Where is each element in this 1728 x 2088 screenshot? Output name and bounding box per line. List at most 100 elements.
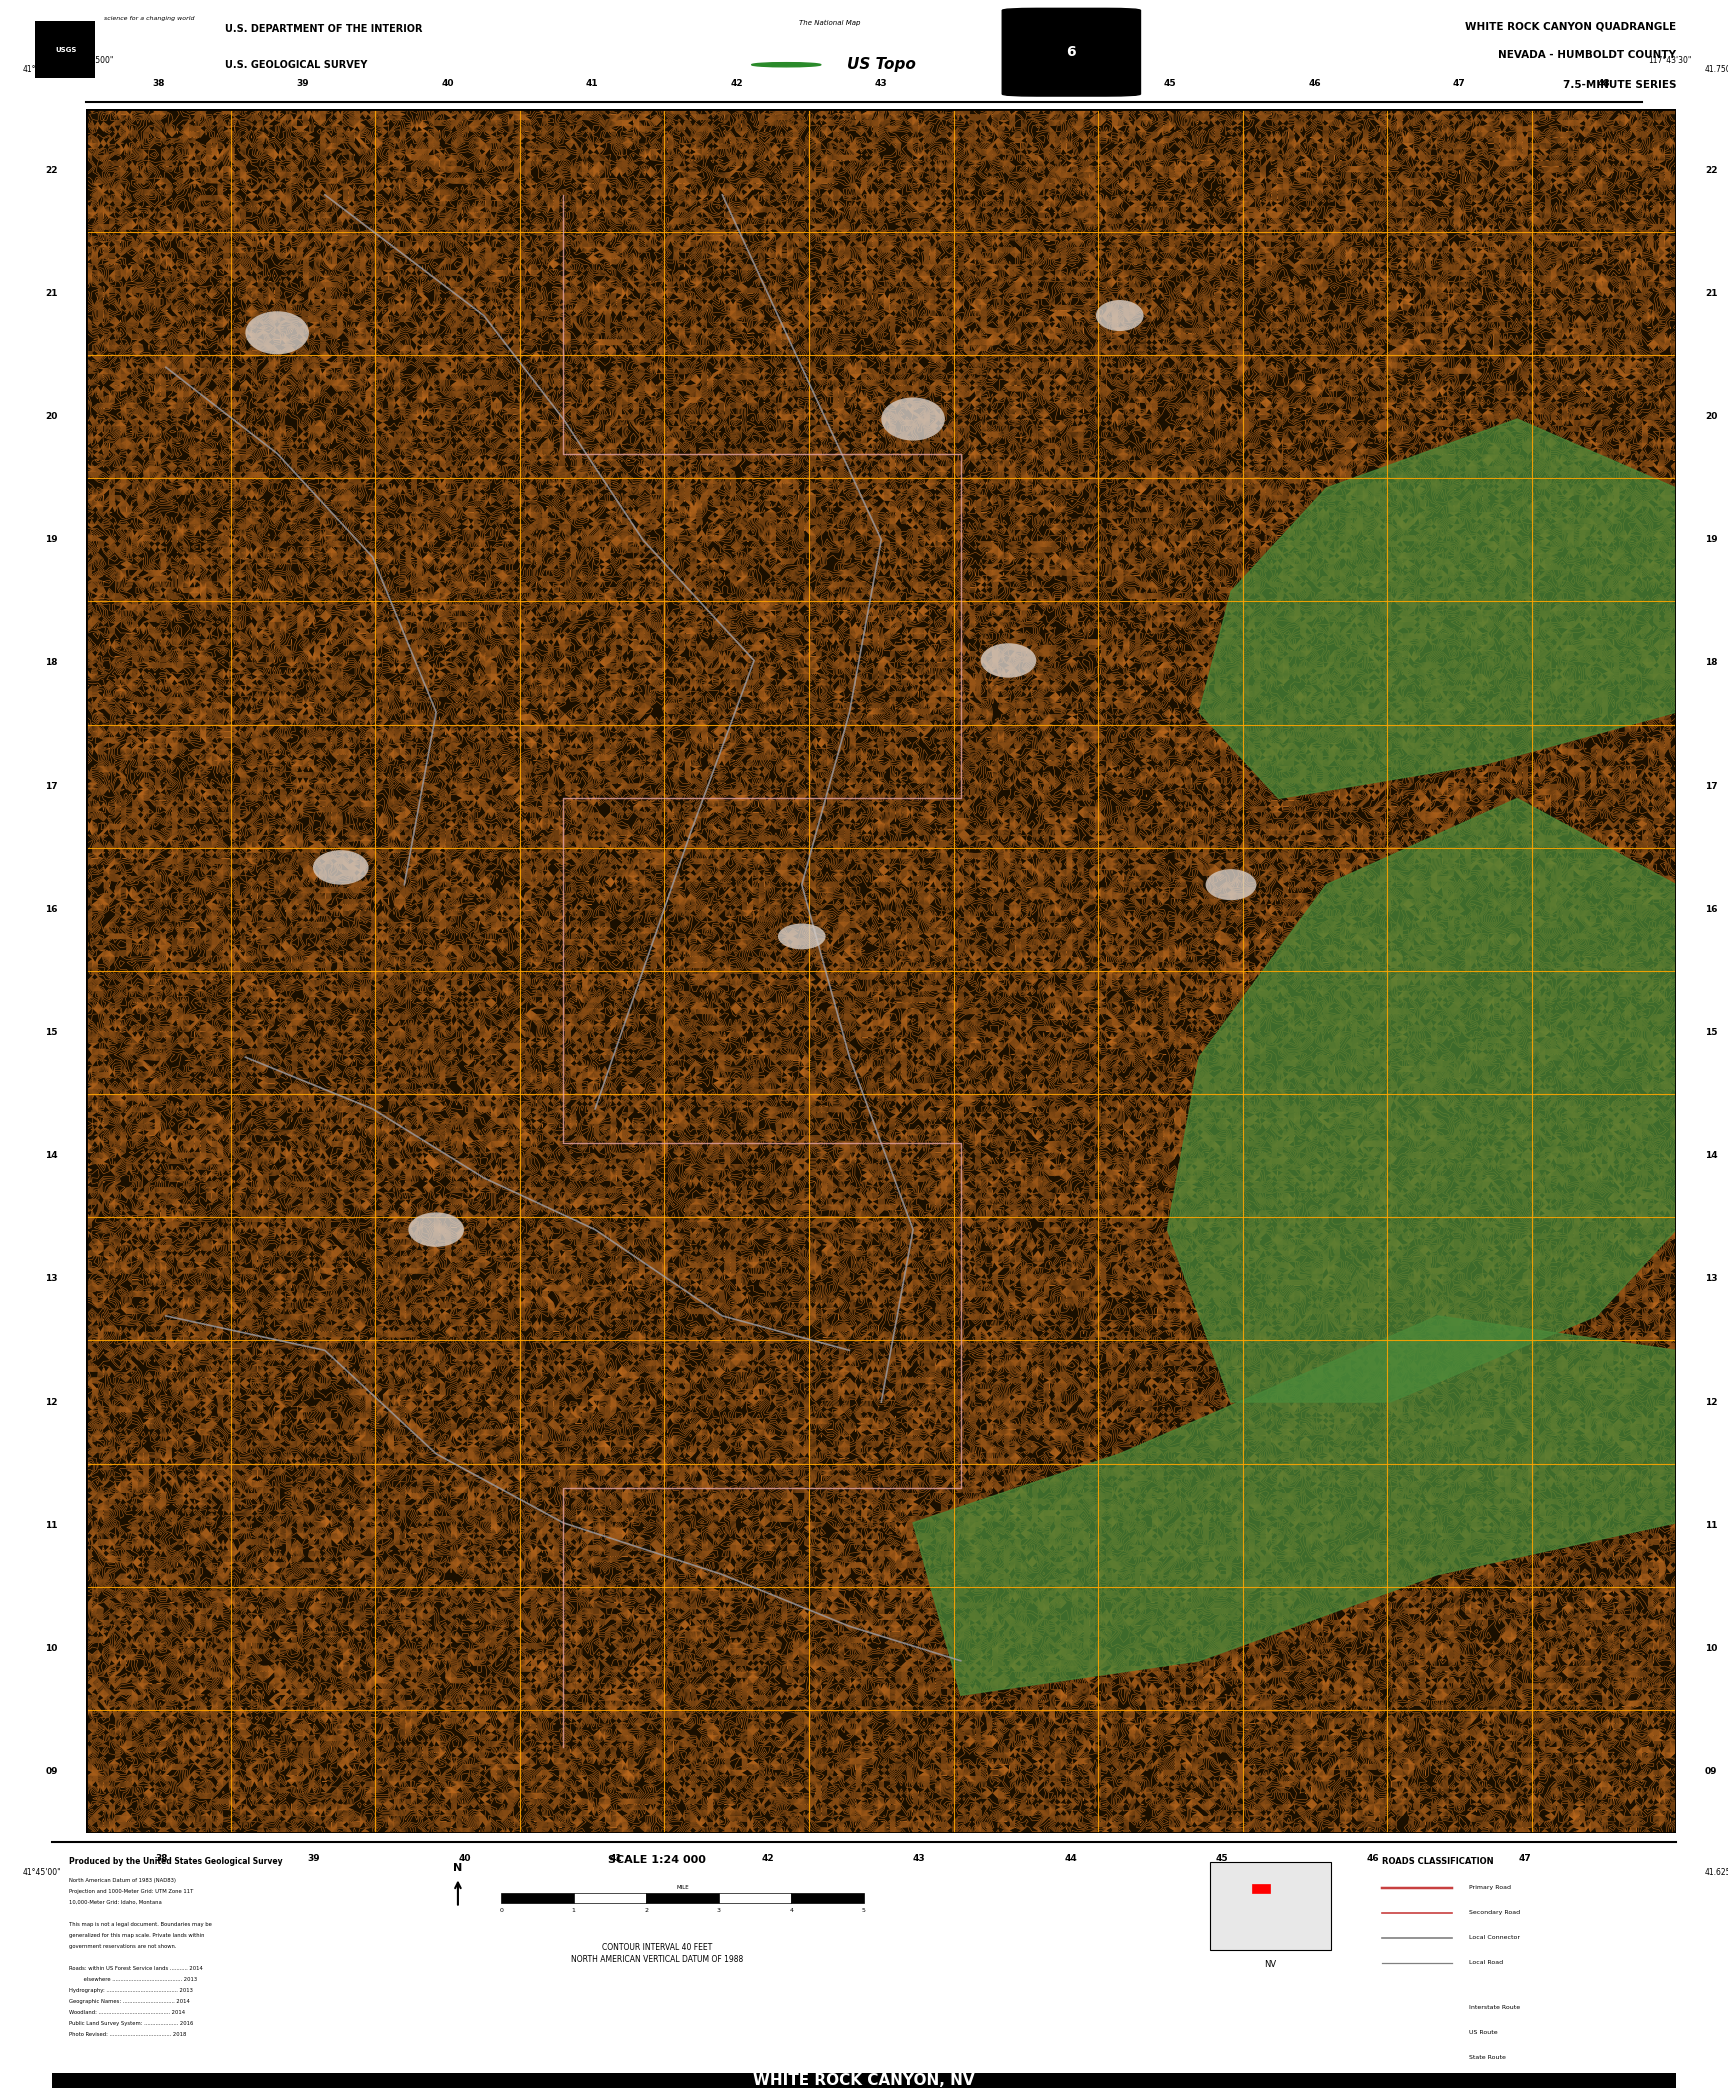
Ellipse shape <box>778 923 826 950</box>
Text: 13: 13 <box>45 1274 57 1284</box>
Bar <box>1210 1862 1331 1950</box>
Text: 42: 42 <box>731 79 743 88</box>
Text: Secondary Road: Secondary Road <box>1469 1911 1521 1915</box>
Text: Hydrography: ............................................ 2013: Hydrography: ...........................… <box>69 1988 194 1992</box>
Text: Local Road: Local Road <box>1469 1961 1503 1965</box>
Text: 14: 14 <box>45 1150 57 1161</box>
Text: 41.6250°: 41.6250° <box>1704 1869 1728 1877</box>
Circle shape <box>752 63 821 67</box>
Text: 45: 45 <box>1215 1854 1229 1862</box>
Text: 41.7500°: 41.7500° <box>1704 65 1728 73</box>
Text: 39: 39 <box>297 79 309 88</box>
Text: 17: 17 <box>45 781 57 791</box>
Text: 16: 16 <box>45 904 57 915</box>
Text: 6: 6 <box>1066 46 1077 58</box>
Text: This map is not a legal document. Boundaries may be: This map is not a legal document. Bounda… <box>69 1921 213 1927</box>
Text: NV: NV <box>1263 1961 1277 1969</box>
Text: The National Map: The National Map <box>798 21 861 25</box>
Bar <box>719 1892 791 1902</box>
Polygon shape <box>1168 798 1676 1403</box>
Ellipse shape <box>408 1213 463 1247</box>
Text: 40: 40 <box>458 1854 472 1862</box>
Text: 18: 18 <box>45 658 57 668</box>
Text: ROADS CLASSIFICATION: ROADS CLASSIFICATION <box>1382 1858 1495 1867</box>
Bar <box>574 1892 646 1902</box>
Text: 22: 22 <box>1706 165 1718 175</box>
Bar <box>52 2073 1676 2088</box>
Text: 11: 11 <box>1706 1520 1718 1531</box>
Text: 10: 10 <box>1706 1643 1718 1654</box>
Text: government reservations are not shown.: government reservations are not shown. <box>69 1944 176 1948</box>
Text: NEVADA - HUMBOLDT COUNTY: NEVADA - HUMBOLDT COUNTY <box>1498 50 1676 61</box>
Text: Primary Road: Primary Road <box>1469 1885 1510 1890</box>
Text: 21: 21 <box>1706 288 1718 299</box>
Text: 48: 48 <box>1598 79 1610 88</box>
Text: 17: 17 <box>1706 781 1718 791</box>
Text: 44: 44 <box>1064 1854 1077 1862</box>
Text: Local Connector: Local Connector <box>1469 1936 1521 1940</box>
FancyBboxPatch shape <box>1002 8 1140 96</box>
Text: 47: 47 <box>1519 1854 1531 1862</box>
Text: 44: 44 <box>1020 79 1032 88</box>
Text: 41°45'00": 41°45'00" <box>22 1869 62 1877</box>
Ellipse shape <box>1206 869 1256 900</box>
Text: Projection and 1000-Meter Grid: UTM Zone 11T: Projection and 1000-Meter Grid: UTM Zone… <box>69 1888 194 1894</box>
Text: U.S. GEOLOGICAL SURVEY: U.S. GEOLOGICAL SURVEY <box>225 61 366 69</box>
Text: North American Datum of 1983 (NAD83): North American Datum of 1983 (NAD83) <box>69 1877 176 1883</box>
Text: 40: 40 <box>441 79 454 88</box>
Text: 46: 46 <box>1367 1854 1379 1862</box>
Ellipse shape <box>245 311 309 355</box>
Ellipse shape <box>982 643 1037 679</box>
Text: 41: 41 <box>610 1854 622 1862</box>
Text: 14: 14 <box>1706 1150 1718 1161</box>
Text: 46: 46 <box>1308 79 1322 88</box>
Text: 7.5-MINUTE SERIES: 7.5-MINUTE SERIES <box>1562 79 1676 90</box>
Text: U.S. DEPARTMENT OF THE INTERIOR: U.S. DEPARTMENT OF THE INTERIOR <box>225 25 422 33</box>
Text: USGS: USGS <box>55 46 76 52</box>
Text: 09: 09 <box>1706 1766 1718 1777</box>
Text: 12: 12 <box>45 1397 57 1407</box>
Bar <box>1251 1883 1270 1894</box>
Text: 41: 41 <box>586 79 598 88</box>
Text: Woodland: ............................................ 2014: Woodland: ..............................… <box>69 2011 185 2015</box>
Text: CONTOUR INTERVAL 40 FEET
NORTH AMERICAN VERTICAL DATUM OF 1988: CONTOUR INTERVAL 40 FEET NORTH AMERICAN … <box>570 1942 743 1965</box>
Text: 20: 20 <box>1706 411 1718 422</box>
Text: 22: 22 <box>45 165 57 175</box>
Text: WHITE ROCK CANYON, NV: WHITE ROCK CANYON, NV <box>753 2073 975 2088</box>
Text: US Topo: US Topo <box>847 56 916 73</box>
Bar <box>35 21 95 79</box>
Text: 15: 15 <box>1706 1027 1718 1038</box>
Text: Public Land Survey System: ..................... 2016: Public Land Survey System: .............… <box>69 2021 194 2025</box>
Ellipse shape <box>1096 301 1144 332</box>
Text: 21: 21 <box>45 288 57 299</box>
Text: 39: 39 <box>308 1854 320 1862</box>
Polygon shape <box>912 1315 1676 1695</box>
Text: 2: 2 <box>645 1908 648 1913</box>
Text: State Route: State Route <box>1469 2055 1505 2061</box>
Text: 38: 38 <box>156 1854 168 1862</box>
Text: 11: 11 <box>45 1520 57 1531</box>
Text: 10: 10 <box>45 1643 57 1654</box>
Text: Roads: within US Forest Service lands ........... 2014: Roads: within US Forest Service lands ..… <box>69 1965 202 1971</box>
Text: 45: 45 <box>1165 79 1177 88</box>
Text: 13: 13 <box>1706 1274 1718 1284</box>
Text: 09: 09 <box>45 1766 57 1777</box>
Bar <box>646 1892 719 1902</box>
Text: 41°7'500": 41°7'500" <box>22 65 62 73</box>
Bar <box>791 1892 864 1902</box>
Text: 16: 16 <box>1706 904 1718 915</box>
Text: 19: 19 <box>1706 535 1718 545</box>
Text: science for a changing world: science for a changing world <box>104 17 194 21</box>
Text: Geographic Names: ................................ 2014: Geographic Names: ......................… <box>69 1998 190 2004</box>
Polygon shape <box>1199 420 1676 798</box>
Text: 42: 42 <box>762 1854 774 1862</box>
Text: MILE: MILE <box>676 1885 689 1890</box>
Text: 12: 12 <box>1706 1397 1718 1407</box>
Text: 0: 0 <box>499 1908 503 1913</box>
Text: Produced by the United States Geological Survey: Produced by the United States Geological… <box>69 1858 283 1867</box>
Text: 1: 1 <box>572 1908 575 1913</box>
Text: 43: 43 <box>912 1854 926 1862</box>
Text: 38: 38 <box>152 79 164 88</box>
Text: 5: 5 <box>862 1908 866 1913</box>
Ellipse shape <box>313 850 368 885</box>
